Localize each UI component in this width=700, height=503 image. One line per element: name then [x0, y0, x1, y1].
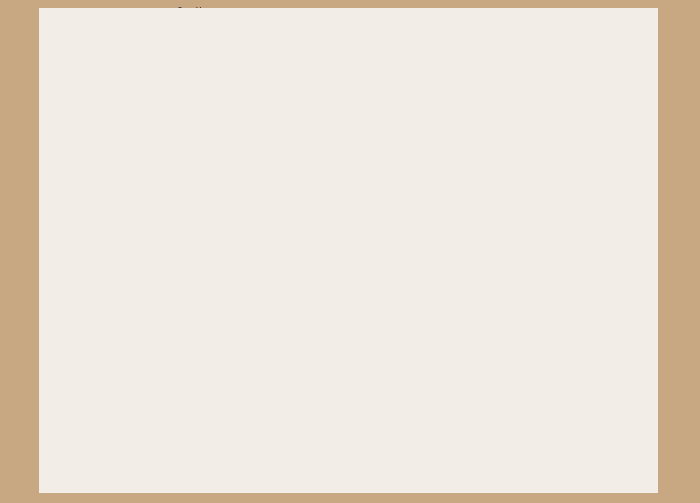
Text: − 4?: − 4? — [386, 196, 409, 206]
Text: +: + — [191, 285, 202, 297]
Text: 2: 2 — [342, 105, 346, 111]
Text: x =: x = — [48, 127, 65, 137]
Text: (x−z): (x−z) — [358, 204, 381, 212]
Text: f(7,8,5) =: f(7,8,5) = — [48, 348, 96, 358]
Text: (Simplify your answer.): (Simplify your answer.) — [200, 349, 309, 358]
Text: A.  Find the sum of 7, 8, and 5.: A. Find the sum of 7, 8, and 5. — [56, 48, 202, 57]
Text: y: y — [362, 190, 368, 199]
Text: − 4: − 4 — [182, 258, 199, 268]
Text: Finally, evaluate f(7,8,5).: Finally, evaluate f(7,8,5). — [40, 328, 164, 338]
Text: What value should be substituted for z in f(x, y, z) = x: What value should be substituted for z i… — [40, 196, 310, 206]
Text: y =: y = — [48, 171, 65, 181]
Text: − 4?: − 4? — [386, 152, 409, 162]
Circle shape — [43, 76, 52, 86]
Text: +: + — [184, 11, 196, 21]
Text: (7−(: (7−( — [202, 297, 225, 307]
Text: =: = — [68, 285, 78, 297]
Text: y: y — [158, 250, 163, 260]
Text: y: y — [362, 102, 368, 111]
Circle shape — [43, 62, 52, 71]
Bar — [82, 283, 182, 299]
Text: )): )) — [320, 297, 328, 307]
Circle shape — [43, 48, 52, 57]
Text: y: y — [362, 145, 368, 154]
Text: Substitute the appropriate values for x, y and z in f(x, y, z).: Substitute the appropriate values for x,… — [40, 240, 335, 250]
Text: +: + — [142, 258, 153, 268]
Bar — [62, 211, 152, 229]
Bar — [85, 286, 185, 302]
Text: B.  Solve the function f(x, y, z) for x.: B. Solve the function f(x, y, z) for x. — [56, 62, 228, 71]
Text: (x−z): (x−z) — [358, 159, 381, 169]
Text: (x−z): (x−z) — [358, 116, 381, 125]
Bar — [204, 272, 294, 287]
Text: 2: 2 — [185, 279, 190, 288]
Text: +: + — [348, 196, 360, 206]
Text: What value should be substituted for y in f(x, y, z) = x: What value should be substituted for y i… — [40, 152, 311, 162]
Text: 2: 2 — [342, 149, 346, 155]
Text: f(7,8,5) = x: f(7,8,5) = x — [60, 258, 117, 268]
Text: − 4: − 4 — [366, 286, 386, 296]
Text: z =: z = — [48, 215, 64, 225]
Text: − 4.  Compute f(7, 8, 5).: − 4. Compute f(7, 8, 5). — [220, 11, 351, 21]
Text: 2: 2 — [342, 193, 346, 199]
Text: y: y — [196, 5, 202, 14]
Text: D.  Find the product of 7, 8, and 5.: D. Find the product of 7, 8, and 5. — [56, 91, 218, 100]
Text: (x−z): (x−z) — [193, 20, 216, 29]
Text: +: + — [348, 152, 360, 162]
Bar — [62, 167, 152, 185]
Bar — [235, 299, 320, 314]
Text: (x−z): (x−z) — [153, 267, 176, 276]
Bar — [207, 275, 297, 290]
Circle shape — [43, 91, 52, 100]
Text: 2: 2 — [178, 7, 183, 16]
Bar — [232, 296, 317, 311]
Text: C.  Substitute the values of 7, 8, and 5 for the variables x, y, and z in f(x, y: C. Substitute the values of 7, 8, and 5 … — [56, 76, 429, 86]
Text: 2: 2 — [136, 255, 141, 261]
Text: +: + — [348, 108, 360, 118]
Text: − 4?: − 4? — [386, 108, 409, 118]
Text: What is the first step in computing f(7, 8, 5)?: What is the first step in computing f(7,… — [40, 33, 265, 43]
Text: What value should be substituted for x in f(x, y, z) = x: What value should be substituted for x i… — [40, 108, 311, 118]
Text: Let f(x, y, z) = x: Let f(x, y, z) = x — [50, 11, 132, 21]
Bar — [105, 344, 195, 362]
Bar — [62, 123, 152, 141]
